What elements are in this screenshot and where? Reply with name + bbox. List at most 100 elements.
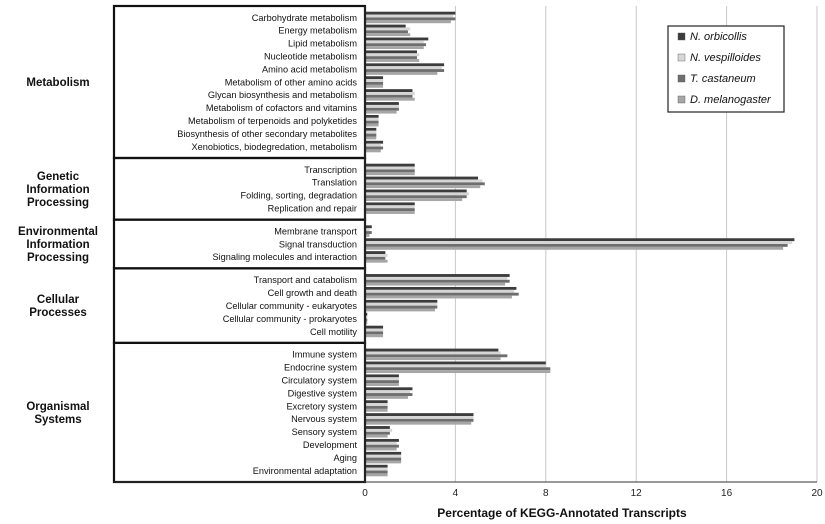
bar-nervous-system-n-orbicollis <box>365 413 474 417</box>
group-label-metabolism: Metabolism <box>26 77 89 89</box>
bar-metabolism-of-cofactors-and-vitamins-n-vespilloides <box>365 104 399 108</box>
category-label-folding-sorting-degradation: Folding, sorting, degradation <box>241 191 357 201</box>
category-label-circulatory-system: Circulatory system <box>281 375 357 385</box>
bar-signaling-molecules-and-interaction-n-vespilloides <box>365 254 388 257</box>
bar-xenobiotics-biodegredation-metabolism-n-orbicollis <box>365 140 384 144</box>
bar-signaling-molecules-and-interaction-d-melanogaster <box>365 259 388 263</box>
bar-carbohydrate-metabolism-n-vespilloides <box>365 14 454 18</box>
bar-folding-sorting-degradation-n-orbicollis <box>365 189 467 193</box>
bar-transcription-d-melanogaster <box>365 172 415 176</box>
bar-digestive-system-d-melanogaster <box>365 395 408 399</box>
category-label-translation: Translation <box>312 178 357 188</box>
category-label-aging: Aging <box>334 453 358 463</box>
bar-signal-transduction-n-vespilloides <box>365 241 793 244</box>
category-label-environmental-adaptation: Environmental adaptation <box>253 466 357 476</box>
bar-environmental-adaptation-n-vespilloides <box>365 467 388 471</box>
category-label-signaling-molecules-and-interaction: Signaling molecules and interaction <box>212 252 357 262</box>
bar-carbohydrate-metabolism-d-melanogaster <box>365 20 451 24</box>
bar-translation-t-castaneum <box>365 182 485 186</box>
bar-metabolism-of-cofactors-and-vitamins-t-castaneum <box>365 107 399 111</box>
bar-cell-growth-and-death-n-vespilloides <box>365 289 515 293</box>
bar-sensory-system-n-vespilloides <box>365 428 393 432</box>
bar-replication-and-repair-n-vespilloides <box>365 205 415 209</box>
x-tick-label: 12 <box>631 488 643 499</box>
bar-excretory-system-t-castaneum <box>365 406 388 409</box>
legend-swatch-n-vespilloides <box>677 53 686 62</box>
bar-folding-sorting-degradation-t-castaneum <box>365 195 467 199</box>
bar-amino-acid-metabolism-n-vespilloides <box>365 66 442 70</box>
bar-signal-transduction-n-orbicollis <box>365 238 795 242</box>
bar-cellular-community-eukaryotes-n-vespilloides <box>365 302 438 306</box>
bar-metabolism-of-terpenoids-and-polyketides-d-melanogaster <box>365 123 379 127</box>
bar-cell-motility-n-vespilloides <box>365 328 384 332</box>
bar-development-n-orbicollis <box>365 438 399 442</box>
legend-box <box>667 25 785 113</box>
bar-glycan-biosynthesis-and-metabolism-n-orbicollis <box>365 89 413 93</box>
legend-label-n-orbicollis: N. orbicollis <box>690 31 747 43</box>
bar-replication-and-repair-d-melanogaster <box>365 211 415 214</box>
bar-cellular-community-eukaryotes-d-melanogaster <box>365 308 436 312</box>
bar-transport-and-catabolism-d-melanogaster <box>365 282 506 286</box>
bar-lipid-metabolism-n-orbicollis <box>365 37 429 41</box>
bars <box>365 11 795 477</box>
bar-xenobiotics-biodegredation-metabolism-t-castaneum <box>365 146 384 150</box>
x-tick-label: 20 <box>811 488 823 499</box>
bar-energy-metabolism-n-orbicollis <box>365 24 406 28</box>
category-label-development: Development <box>303 440 358 450</box>
bar-translation-n-vespilloides <box>365 179 483 183</box>
bar-membrane-transport-n-orbicollis <box>365 225 372 229</box>
bar-circulatory-system-n-vespilloides <box>365 377 399 381</box>
category-label-metabolism-of-terpenoids-and-polyketides: Metabolism of terpenoids and polyketides <box>188 116 357 126</box>
bar-aging-t-castaneum <box>365 457 402 461</box>
bar-excretory-system-d-melanogaster <box>365 408 388 412</box>
bar-metabolism-of-other-amino-acids-t-castaneum <box>365 82 384 85</box>
bar-aging-n-vespilloides <box>365 454 402 458</box>
bar-cellular-community-prokaryotes-t-castaneum <box>365 318 368 322</box>
category-label-cell-motility: Cell motility <box>310 327 357 337</box>
bar-cellular-community-eukaryotes-n-orbicollis <box>365 299 438 303</box>
bar-signal-transduction-t-castaneum <box>365 244 788 247</box>
bar-endocrine-system-n-vespilloides <box>365 364 546 368</box>
group-label-genetic-information-processing: Genetic Information Processing <box>26 171 89 209</box>
bar-immune-system-d-melanogaster <box>365 357 501 361</box>
bar-excretory-system-n-vespilloides <box>365 403 388 406</box>
category-label-nucleotide-metabolism: Nucleotide metabolism <box>264 51 357 61</box>
legend-label-n-vespilloides: N. vespilloides <box>690 52 761 64</box>
bar-carbohydrate-metabolism-t-castaneum <box>365 17 456 21</box>
bar-cell-motility-d-melanogaster <box>365 334 384 338</box>
category-label-cellular-community-prokaryotes: Cellular community - prokaryotes <box>223 314 358 324</box>
bar-cellular-community-prokaryotes-n-vespilloides <box>365 315 368 319</box>
legend-label-t-castaneum: T. castaneum <box>690 73 756 85</box>
bar-xenobiotics-biodegredation-metabolism-n-vespilloides <box>365 143 381 147</box>
group-label-environmental-information-processing: Environmental Information Processing <box>18 226 98 264</box>
category-label-carbohydrate-metabolism: Carbohydrate metabolism <box>252 13 358 23</box>
legend: N. orbicollis N. vespilloides T. castaneum… <box>667 25 785 113</box>
bar-lipid-metabolism-t-castaneum <box>365 43 427 47</box>
bar-transcription-t-castaneum <box>365 169 415 173</box>
bar-transcription-n-orbicollis <box>365 163 415 167</box>
bar-lipid-metabolism-n-vespilloides <box>365 40 424 44</box>
category-label-transport-and-catabolism: Transport and catabolism <box>254 275 358 285</box>
bar-immune-system-t-castaneum <box>365 354 508 358</box>
x-tick-label: 4 <box>453 488 459 499</box>
category-labels: Carbohydrate metabolism Energy metabolism… <box>18 13 357 476</box>
bar-sensory-system-d-melanogaster <box>365 434 388 438</box>
bar-membrane-transport-d-melanogaster <box>365 233 370 237</box>
bar-environmental-adaptation-n-orbicollis <box>365 464 388 468</box>
bar-glycan-biosynthesis-and-metabolism-d-melanogaster <box>365 97 415 101</box>
bar-nucleotide-metabolism-d-melanogaster <box>365 59 420 62</box>
category-label-biosynthesis-of-other-secondary-metabolites: Biosynthesis of other secondary metaboli… <box>177 129 357 139</box>
category-label-metabolism-of-cofactors-and-vitamins: Metabolism of cofactors and vitamins <box>206 103 358 113</box>
bar-circulatory-system-d-melanogaster <box>365 383 399 386</box>
legend-swatch-t-castaneum <box>677 74 686 83</box>
category-label-digestive-system: Digestive system <box>288 388 358 398</box>
bar-immune-system-n-vespilloides <box>365 351 501 355</box>
bar-cellular-community-prokaryotes-d-melanogaster <box>365 321 368 325</box>
bar-energy-metabolism-n-vespilloides <box>365 27 411 31</box>
bar-biosynthesis-of-other-secondary-metabolites-n-orbicollis <box>365 127 377 131</box>
bar-immune-system-n-orbicollis <box>365 348 499 352</box>
bar-endocrine-system-d-melanogaster <box>365 370 551 374</box>
bar-metabolism-of-cofactors-and-vitamins-n-orbicollis <box>365 102 399 105</box>
bar-circulatory-system-n-orbicollis <box>365 374 399 378</box>
